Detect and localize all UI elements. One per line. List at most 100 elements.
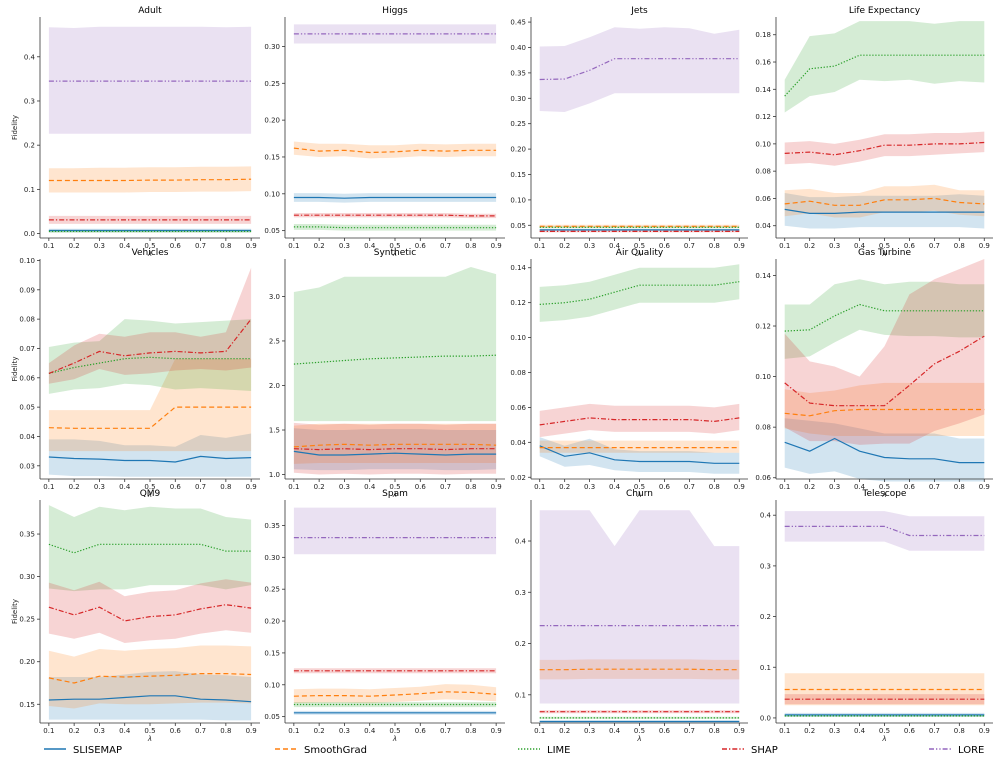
- x-tick-label: 0.4: [364, 727, 376, 735]
- x-axis-label: λ: [147, 491, 152, 499]
- x-axis-label: λ: [881, 491, 886, 499]
- panel-title: Telescope: [862, 489, 907, 499]
- line-shap: [48, 604, 252, 622]
- y-tick-label: 0.18: [755, 31, 771, 39]
- x-tick-label: 0.5: [879, 483, 890, 491]
- x-tick-label: 0.8: [220, 727, 231, 735]
- x-tick-label: 0.4: [609, 727, 621, 735]
- line-shap: [293, 214, 497, 217]
- x-tick-label: 0.4: [364, 483, 376, 491]
- x-tick-label: 0.5: [634, 483, 645, 491]
- y-tick-label: 0.30: [510, 95, 526, 103]
- x-tick-label: 0.7: [684, 483, 695, 491]
- y-tick-label: 0.06: [19, 374, 35, 382]
- x-tick-label: 0.8: [954, 242, 965, 250]
- x-tick-label: 0.1: [779, 483, 790, 491]
- y-tick-label: 0.3: [760, 562, 771, 570]
- x-tick-label: 0.8: [709, 727, 720, 735]
- line-smoothgrad: [539, 668, 740, 671]
- x-tick-label: 0.1: [43, 727, 54, 735]
- x-tick-label: 0.1: [43, 242, 54, 250]
- line-slisemap: [539, 445, 740, 464]
- y-tick-label: 0.15: [19, 701, 35, 709]
- y-tick-label: 0.06: [510, 404, 526, 412]
- line-lore: [784, 525, 985, 537]
- panel-title: Air Quality: [616, 248, 664, 258]
- y-tick-label: 0.2: [515, 640, 526, 648]
- y-tick-label: 0.05: [19, 404, 35, 412]
- y-tick-label: 0.02: [510, 474, 526, 482]
- y-tick-label: 0.4: [515, 538, 527, 546]
- legend-label: SmoothGrad: [304, 745, 367, 756]
- panel-title: Gas Turbine: [858, 248, 911, 258]
- x-tick-label: 0.2: [804, 483, 815, 491]
- x-tick-label: 0.7: [684, 242, 695, 250]
- x-tick-label: 0.3: [584, 242, 595, 250]
- x-tick-label: 0.7: [684, 727, 695, 735]
- line-shap: [784, 335, 985, 407]
- line-slisemap: [784, 208, 985, 214]
- x-tick-label: 0.8: [220, 242, 231, 250]
- y-tick-label: 0.45: [510, 19, 526, 27]
- band-slisemap: [48, 433, 252, 477]
- y-tick-label: 0.40: [510, 44, 526, 52]
- y-tick-label: 0.05: [510, 222, 526, 230]
- legend-item-lime: LIME: [518, 745, 570, 756]
- y-tick-label: 0.4: [760, 512, 772, 520]
- line-lime: [539, 281, 740, 305]
- x-axis-label: λ: [881, 250, 886, 258]
- y-tick-label: 0.20: [510, 146, 526, 154]
- line-shap: [48, 318, 252, 374]
- x-tick-label: 0.1: [779, 727, 790, 735]
- x-tick-label: 0.6: [170, 727, 182, 735]
- x-tick-label: 0.1: [288, 242, 299, 250]
- x-tick-label: 0.3: [584, 483, 595, 491]
- band-lore: [784, 511, 985, 551]
- x-tick-label: 0.6: [415, 727, 427, 735]
- y-tick-label: 0.30: [264, 43, 280, 51]
- x-tick-label: 0.5: [389, 242, 400, 250]
- line-smoothgrad: [48, 672, 252, 684]
- x-tick-label: 0.1: [779, 242, 790, 250]
- x-axis-label: λ: [881, 735, 886, 743]
- y-tick-label: 0.08: [755, 424, 771, 432]
- x-tick-label: 0.7: [929, 727, 940, 735]
- x-tick-label: 0.8: [465, 242, 476, 250]
- band-slisemap: [784, 193, 985, 229]
- y-tick-label: 0.04: [19, 433, 35, 441]
- x-tick-label: 0.6: [904, 483, 916, 491]
- x-tick-label: 0.6: [170, 242, 182, 250]
- x-tick-label: 0.7: [929, 483, 940, 491]
- y-tick-label: 0.10: [755, 140, 771, 148]
- line-slisemap: [293, 196, 497, 199]
- band-smoothgrad: [293, 684, 497, 704]
- panel-churn: Churn 0.1 0.2 0.3 0.4 0.1 0.2 0.3 0.4 0.5 0.6 0.7 0.…: [515, 489, 748, 743]
- band-smoothgrad: [48, 166, 252, 193]
- x-tick-label: 0.2: [559, 242, 570, 250]
- x-tick-label: 0.9: [734, 242, 745, 250]
- x-tick-label: 0.9: [491, 483, 502, 491]
- legend-item-lore: LORE: [929, 745, 984, 756]
- line-smoothgrad: [293, 443, 497, 448]
- band-shap: [539, 403, 740, 438]
- x-tick-label: 0.8: [709, 242, 720, 250]
- line-smoothgrad: [48, 406, 252, 429]
- line-slisemap: [784, 437, 985, 464]
- x-tick-label: 0.4: [854, 242, 866, 250]
- x-tick-label: 0.5: [389, 483, 400, 491]
- band-smoothgrad: [48, 645, 252, 709]
- x-tick-label: 0.7: [195, 242, 206, 250]
- x-tick-label: 0.2: [314, 483, 325, 491]
- y-tick-label: 0.25: [510, 120, 526, 128]
- x-tick-label: 0.4: [854, 483, 866, 491]
- x-tick-label: 0.8: [954, 727, 965, 735]
- band-lore: [293, 507, 497, 555]
- panel-title: Churn: [626, 489, 653, 499]
- band-slisemap: [293, 428, 497, 471]
- y-tick-label: 1.5: [269, 427, 280, 435]
- x-tick-label: 0.1: [534, 242, 545, 250]
- x-axis-label: λ: [636, 735, 641, 743]
- x-tick-label: 0.1: [288, 483, 299, 491]
- x-tick-label: 0.6: [170, 483, 182, 491]
- x-tick-label: 0.4: [364, 242, 376, 250]
